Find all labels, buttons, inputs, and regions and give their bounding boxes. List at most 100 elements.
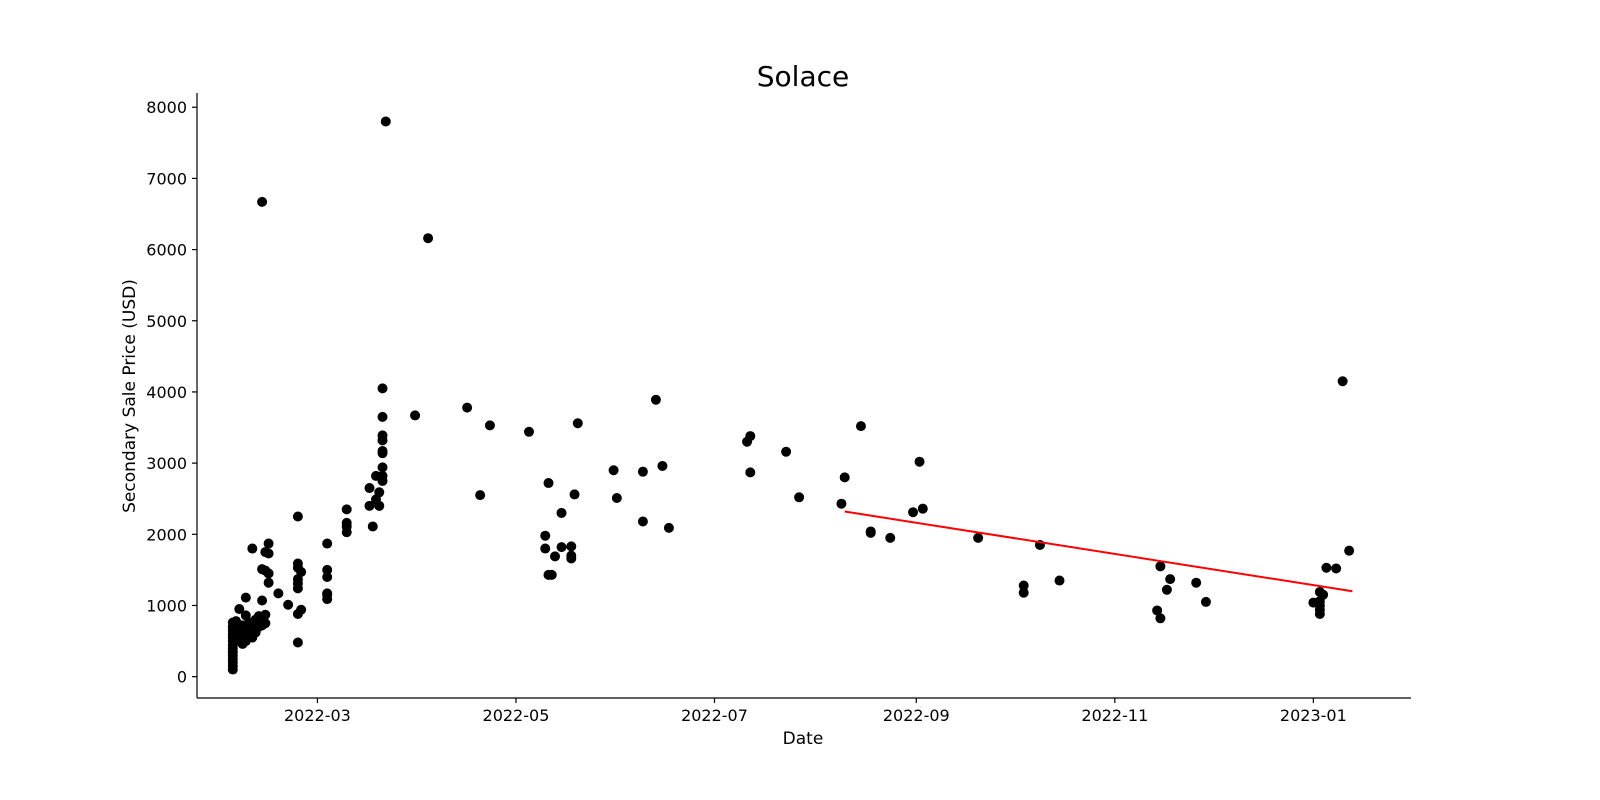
data-point — [1155, 561, 1166, 572]
data-point — [374, 487, 385, 498]
data-point — [410, 410, 421, 421]
data-point — [1200, 596, 1211, 607]
data-point — [263, 548, 274, 559]
data-point — [377, 462, 388, 473]
data-point — [322, 564, 333, 575]
x-tick-label: 2023-01 — [1280, 706, 1347, 725]
data-point — [839, 472, 850, 483]
data-point — [257, 196, 268, 207]
data-point — [657, 460, 668, 471]
x-tick-label: 2022-11 — [1081, 706, 1148, 725]
y-axis-ticks: 0 1000 2000 3000 4000 5000 6000 7000 8000 — [146, 98, 197, 687]
data-point — [283, 599, 294, 610]
data-point — [1018, 580, 1029, 591]
data-point — [1155, 613, 1166, 624]
data-point — [855, 421, 866, 432]
data-point — [1018, 587, 1029, 598]
y-tick-label: 8000 — [146, 98, 187, 117]
data-point — [377, 383, 388, 394]
data-point — [263, 568, 274, 579]
data-point — [377, 411, 388, 422]
data-point — [296, 604, 307, 615]
trend-line-group — [844, 510, 1353, 593]
data-point — [292, 558, 303, 569]
data-point — [556, 542, 567, 553]
data-point — [637, 466, 648, 477]
data-point — [462, 402, 473, 413]
y-tick-label: 2000 — [146, 525, 187, 544]
y-tick-label: 1000 — [146, 596, 187, 615]
data-point — [240, 592, 251, 603]
data-point — [973, 532, 984, 543]
x-tick-label: 2022-09 — [883, 706, 950, 725]
data-point — [550, 551, 561, 562]
data-point — [650, 394, 661, 405]
data-point — [794, 492, 805, 503]
data-point — [745, 467, 756, 478]
y-tick-label: 3000 — [146, 454, 187, 473]
data-point — [364, 500, 375, 511]
data-point — [322, 572, 333, 582]
data-point — [374, 500, 385, 511]
trend-line — [844, 510, 1353, 593]
data-point — [247, 543, 258, 554]
data-point — [663, 522, 674, 533]
data-point — [608, 465, 619, 476]
data-point — [611, 492, 622, 503]
data-point — [566, 550, 577, 561]
data-point — [273, 588, 284, 599]
data-point — [423, 233, 434, 244]
data-point — [364, 483, 375, 494]
data-point — [745, 431, 756, 442]
chart-title: Solace — [757, 60, 849, 93]
data-point — [341, 504, 352, 515]
x-axis-ticks: 2022-03 2022-05 2022-07 2022-09 2022-11 2023-… — [284, 698, 1347, 725]
data-point — [546, 569, 557, 580]
data-point — [1165, 574, 1176, 585]
data-point — [1337, 376, 1348, 387]
data-point — [377, 430, 388, 441]
data-point — [556, 507, 567, 518]
x-axis-label: Date — [783, 729, 824, 749]
data-point — [260, 609, 271, 620]
data-point — [263, 577, 274, 588]
data-point — [341, 517, 352, 528]
data-point — [322, 538, 333, 549]
data-point — [380, 116, 391, 127]
x-tick-label: 2022-03 — [284, 706, 351, 725]
data-point — [292, 511, 303, 522]
data-point — [1331, 563, 1342, 574]
data-point — [234, 604, 245, 615]
data-point — [566, 541, 577, 552]
x-tick-label: 2022-07 — [681, 706, 748, 725]
data-point — [367, 521, 378, 532]
y-axis-label: Secondary Sale Price (USD) — [120, 279, 140, 513]
data-point — [377, 470, 388, 481]
data-point — [1321, 562, 1332, 573]
data-point — [1161, 584, 1172, 595]
data-point — [377, 446, 388, 457]
scatter-points — [227, 116, 1355, 675]
data-point — [475, 490, 486, 501]
data-point — [260, 618, 271, 629]
data-point — [1152, 605, 1163, 616]
x-tick-label: 2022-05 — [483, 706, 550, 725]
data-point — [781, 446, 792, 457]
data-point — [540, 543, 551, 554]
y-tick-label: 5000 — [146, 312, 187, 331]
data-point — [540, 530, 551, 541]
data-point — [908, 507, 919, 518]
data-point — [543, 478, 554, 489]
data-point — [523, 426, 534, 437]
y-tick-label: 6000 — [146, 241, 187, 260]
data-point — [322, 588, 333, 599]
data-point — [296, 567, 307, 578]
data-point — [484, 420, 495, 431]
data-point — [637, 516, 648, 527]
data-point — [917, 503, 928, 514]
y-tick-label: 0 — [177, 668, 187, 687]
data-point — [1191, 577, 1202, 588]
data-point — [292, 637, 303, 648]
data-point — [1344, 545, 1355, 556]
